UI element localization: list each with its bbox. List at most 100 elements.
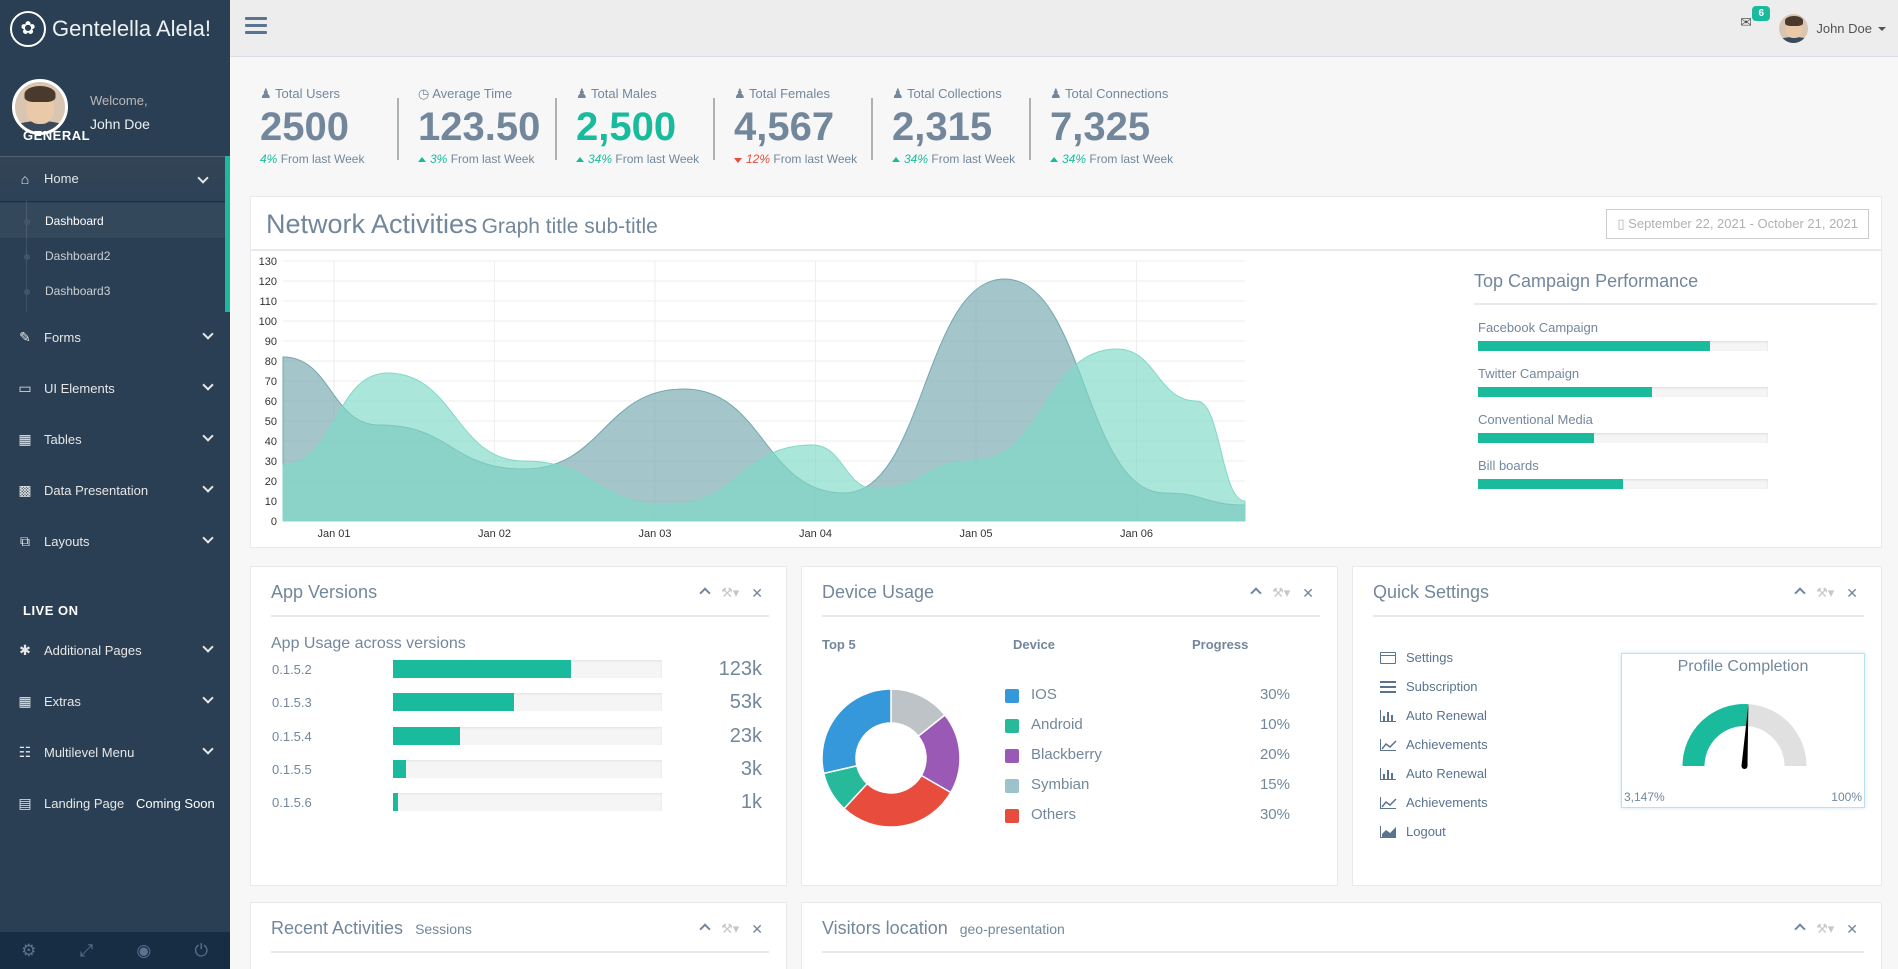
user-icon: ♟ [576,86,592,101]
tile-value: 123.50 [418,105,541,149]
user-menu[interactable]: John Doe [1779,14,1886,43]
collapse-icon[interactable] [1250,587,1262,599]
quick-setting-link[interactable]: Achievements [1380,737,1488,752]
date-range-picker[interactable]: ▯ September 22, 2021 - October 21, 2021 [1606,209,1869,239]
quick-setting-link[interactable]: Achievements [1380,795,1488,810]
app-version-progress-fill [393,660,571,678]
sidebar-item-ui-elements[interactable]: ▭ UI Elements [0,363,230,414]
tile-pct: 34% [904,152,929,166]
tile-suffix: From last Week [931,152,1016,166]
stat-tiles: ♟ Total Users 2500 4% From last Week ◷ A… [250,86,1250,171]
sidebar-item-layouts[interactable]: ⧉ Layouts [0,516,230,567]
line-chart-icon [1380,796,1397,809]
bar-chart-icon: ▩ [18,482,32,498]
sidebar-item-multilevel-menu[interactable]: ☷ Multilevel Menu [0,727,230,778]
envelope-icon[interactable]: ✉ [1740,14,1752,30]
close-icon[interactable]: ✕ [751,921,763,937]
panel-subtitle: Sessions [415,921,472,937]
brand-name: Gentelella Alela! [52,15,211,41]
tile-average-time: ◷ Average Time 123.50 3% From last Week [418,86,576,171]
sidebar-subitem-dashboard[interactable]: Dashboard [0,203,225,238]
clone-icon: ⧉ [20,533,30,549]
menu-toggle-icon[interactable] [245,17,267,38]
quick-setting-link[interactable]: Logout [1380,824,1446,839]
profile-name: John Doe [90,116,150,132]
fullscreen-icon[interactable]: ⤢ [79,940,94,960]
app-version-progress [393,660,662,678]
close-icon[interactable]: ✕ [1846,921,1858,937]
y-tick-label: 110 [259,296,277,308]
quick-setting-link[interactable]: Auto Renewal [1380,708,1487,723]
chevron-down-icon [202,692,214,704]
y-tick-label: 90 [265,336,277,348]
quick-setting-link[interactable]: Settings [1380,650,1453,665]
tile-pct: 34% [1062,152,1087,166]
wrench-icon[interactable]: ⚒▾ [1272,585,1291,600]
sidebar-item-extras[interactable]: ▦ Extras [0,676,230,727]
brand[interactable]: ✿ Gentelella Alela! [0,0,230,57]
quick-setting-link[interactable]: Auto Renewal [1380,766,1487,781]
panel-subtitle: geo-presentation [959,921,1065,937]
x-tick-label: Jan 06 [1120,528,1153,540]
collapse-icon[interactable] [1794,587,1806,599]
app-version-label: 0.1.5.3 [272,695,312,711]
sidebar-item-home[interactable]: ⌂ Home [0,156,230,201]
tile-value: 2500 [260,105,349,149]
legend-swatch [1005,809,1019,823]
chevron-down-icon [202,481,214,493]
wrench-icon[interactable]: ⚒▾ [721,921,740,936]
legend-swatch [1005,689,1019,703]
tile-total-males: ♟ Total Males 2,500 34% From last Week [576,86,700,171]
device-name: Blackberry [1031,746,1102,763]
logout-icon[interactable]: ⏻ [194,940,208,960]
profile-completion-title: Profile Completion [1677,658,1809,675]
close-icon[interactable]: ✕ [1846,585,1858,601]
sidebar-item-data-presentation[interactable]: ▩ Data Presentation [0,465,230,516]
calendar-icon [1380,651,1396,664]
campaign-label: Facebook Campaign [1478,320,1598,335]
quick-setting-link[interactable]: Subscription [1380,679,1478,694]
settings-icon[interactable]: ⚙ [21,940,37,960]
tile-label: Total Users [275,86,341,101]
collapse-icon[interactable] [699,923,711,935]
collapse-icon[interactable] [699,587,711,599]
bug-icon: ✱ [19,642,31,658]
collapse-icon[interactable] [1794,923,1806,935]
app-version-label: 0.1.5.2 [272,662,312,677]
wrench-icon[interactable]: ⚒▾ [1816,585,1835,600]
sidebar-item-label: Layouts [44,534,90,549]
profile-completion: Profile Completion 3,147% 100% [1621,653,1865,808]
x-tick-label: Jan 01 [317,528,350,540]
desktop-icon: ▭ [18,380,32,396]
lock-icon[interactable]: ◉ [136,940,152,960]
home-icon: ⌂ [20,170,30,187]
x-tick-label: Jan 05 [959,528,992,540]
device-pct: 15% [1259,776,1290,793]
donut-slice [821,688,892,775]
close-icon[interactable]: ✕ [1302,585,1314,601]
sidebar-item-additional-pages[interactable]: ✱ Additional Pages [0,625,230,676]
wrench-icon[interactable]: ⚒▾ [721,585,740,600]
y-tick-label: 100 [259,316,277,328]
campaign-item: Conventional Media [1478,412,1877,443]
wrench-icon[interactable]: ⚒▾ [1816,921,1835,936]
section-general: GENERAL [23,128,91,143]
sidebar-item-label: Landing Page [44,796,125,811]
device-row: Android 10% [1005,716,1290,736]
quick-setting-label: Auto Renewal [1406,708,1487,723]
sidebar-item-forms[interactable]: ✎ Forms [0,312,230,363]
sidebar-subitem-dashboard2[interactable]: Dashboard2 [0,238,225,273]
app-version-progress-fill [393,759,407,778]
y-tick-label: 70 [265,376,277,388]
close-icon[interactable]: ✕ [751,585,763,601]
user-icon: ♟ [1050,86,1066,101]
app-version-label: 0.1.5.5 [272,761,312,777]
campaign-progress [1478,479,1768,489]
app-version-count: 123k [718,658,762,680]
sidebar-subitem-dashboard3[interactable]: Dashboard3 [0,273,225,308]
sidebar-item-landing-page[interactable]: ▤ Landing Page Coming Soon [0,778,230,829]
sidebar-item-label: Home [44,171,79,186]
coming-soon-label: Coming Soon [136,796,215,811]
sidebar-item-tables[interactable]: ▦ Tables [0,414,230,465]
tile-value: 2,315 [892,105,993,149]
